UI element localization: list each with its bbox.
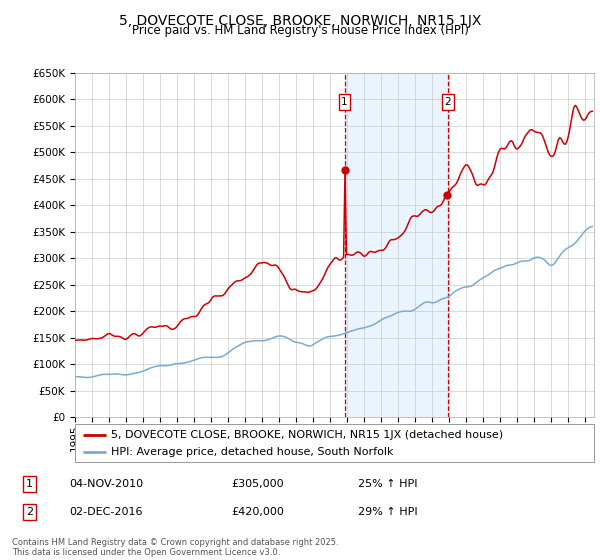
Text: £420,000: £420,000 [231, 507, 284, 517]
Text: Contains HM Land Registry data © Crown copyright and database right 2025.
This d: Contains HM Land Registry data © Crown c… [12, 538, 338, 557]
Text: 02-DEC-2016: 02-DEC-2016 [70, 507, 143, 517]
Text: 04-NOV-2010: 04-NOV-2010 [70, 479, 144, 489]
Text: 29% ↑ HPI: 29% ↑ HPI [358, 507, 417, 517]
Text: 1: 1 [26, 479, 33, 489]
Text: HPI: Average price, detached house, South Norfolk: HPI: Average price, detached house, Sout… [112, 447, 394, 458]
Text: 2: 2 [26, 507, 33, 517]
Text: 5, DOVECOTE CLOSE, BROOKE, NORWICH, NR15 1JX: 5, DOVECOTE CLOSE, BROOKE, NORWICH, NR15… [119, 14, 481, 28]
Text: 5, DOVECOTE CLOSE, BROOKE, NORWICH, NR15 1JX (detached house): 5, DOVECOTE CLOSE, BROOKE, NORWICH, NR15… [112, 430, 503, 440]
Text: 2: 2 [445, 97, 451, 107]
Text: 25% ↑ HPI: 25% ↑ HPI [358, 479, 417, 489]
Text: 1: 1 [341, 97, 348, 107]
Text: Price paid vs. HM Land Registry's House Price Index (HPI): Price paid vs. HM Land Registry's House … [131, 24, 469, 37]
Bar [344, 73, 448, 417]
Text: £305,000: £305,000 [231, 479, 284, 489]
